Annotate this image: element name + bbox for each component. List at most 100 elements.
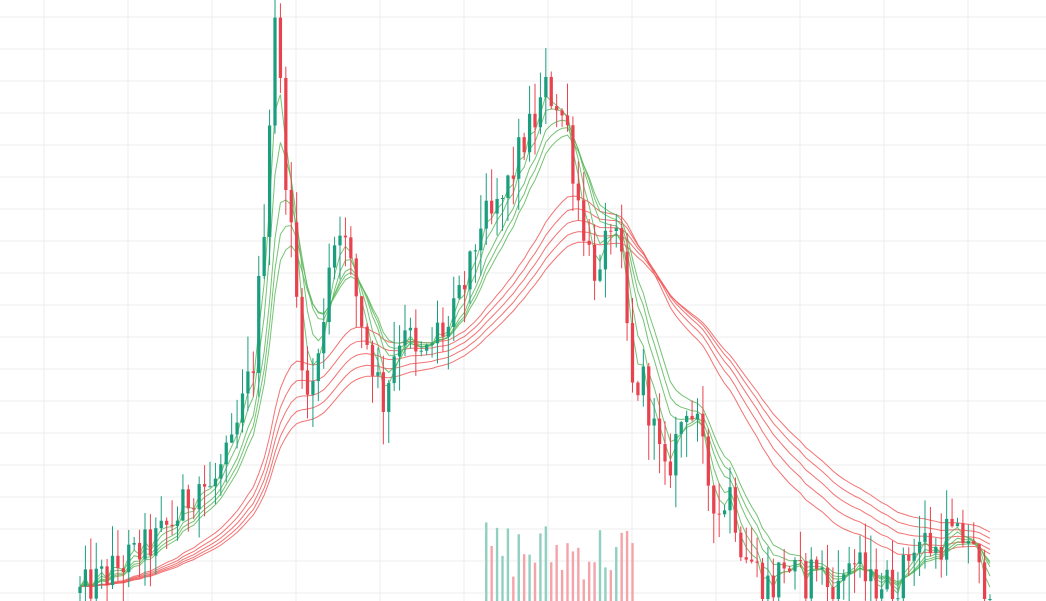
candle-body [690, 415, 694, 420]
candle-body [912, 552, 916, 561]
candle-body [928, 532, 933, 554]
candle-body [598, 269, 602, 281]
volume-bar [615, 546, 618, 601]
candle-body [901, 555, 905, 599]
candle-body [506, 175, 510, 198]
candle-body [804, 560, 808, 599]
candle-body [495, 199, 499, 214]
candle-body [349, 237, 353, 259]
candle-body [473, 250, 478, 252]
candle-body [571, 125, 575, 184]
candle-body [392, 356, 396, 384]
candle-body [230, 434, 234, 443]
candle-body [880, 589, 884, 599]
volume-bar [501, 555, 504, 601]
moving-average-short-10 [79, 127, 991, 588]
candle-body [636, 382, 640, 396]
candle-body [479, 228, 483, 251]
candle-body [527, 113, 532, 153]
candle-body [831, 587, 835, 599]
candle-body [305, 370, 310, 395]
candle-body [733, 487, 738, 533]
candle-body [468, 251, 472, 290]
candle-body [988, 598, 992, 600]
volume-bar [522, 554, 526, 601]
candle-body [609, 230, 613, 232]
candle-body [533, 113, 537, 128]
candle-body [490, 200, 494, 214]
candle-body [511, 175, 515, 179]
candle-body [430, 343, 434, 345]
candle-body [246, 371, 250, 394]
candle-body [94, 568, 98, 599]
candle-body [517, 137, 521, 179]
candle-body [739, 532, 743, 558]
candle-body [419, 350, 423, 352]
volume-bar [593, 562, 596, 601]
candle-body [544, 76, 548, 98]
volume-bar [512, 576, 515, 601]
candle-body [219, 464, 223, 479]
candle-body [582, 200, 586, 241]
candle-body [425, 344, 429, 351]
candle-body [706, 436, 710, 486]
candle-body [175, 520, 180, 527]
candle-body [311, 381, 315, 395]
volume-bar [571, 551, 575, 601]
candle-body [105, 566, 109, 586]
candle-body [663, 444, 667, 462]
candle-body [240, 393, 245, 423]
volume-bar [560, 569, 564, 601]
candle-body [137, 542, 142, 560]
candle-body [782, 562, 786, 569]
candle-body [365, 326, 369, 345]
moving-average-short-8 [79, 119, 991, 588]
candle-body [874, 569, 878, 599]
candle-body [408, 327, 413, 331]
candle-body [934, 546, 938, 554]
candle-body [766, 575, 770, 599]
candle-body [462, 285, 467, 290]
candle-body [760, 562, 765, 599]
candle-body [750, 559, 754, 562]
candle-body [213, 478, 218, 487]
volume-layer [485, 522, 634, 601]
candle-body [251, 371, 255, 374]
candle-body [100, 566, 104, 569]
volume-bar [495, 527, 499, 601]
volume-bar [598, 530, 602, 601]
volume-bar [490, 545, 493, 601]
candle-body [701, 413, 705, 437]
candle-body [945, 518, 949, 560]
candle-body [955, 523, 960, 527]
candle-body [647, 366, 651, 426]
candle-body [728, 487, 732, 511]
candle-body [939, 546, 943, 560]
candle-body [132, 542, 136, 545]
candle-body [825, 567, 830, 588]
candle-body [289, 189, 293, 223]
volume-bar [577, 547, 580, 601]
candle-body [387, 383, 391, 412]
candle-body [972, 541, 976, 545]
moving-average-long-30 [79, 195, 991, 588]
candle-body [966, 541, 970, 544]
candle-body [641, 366, 645, 396]
candle-body [354, 258, 358, 297]
candle-body [625, 251, 629, 324]
volume-bar [485, 522, 488, 601]
volume-bar [550, 562, 553, 601]
candle-body [787, 568, 792, 572]
candle-body [858, 552, 862, 565]
candle-body [755, 561, 759, 563]
candle-body [576, 183, 580, 201]
candle-body [771, 575, 775, 598]
candle-body [674, 434, 678, 476]
volume-bar [517, 534, 520, 601]
candle-body [197, 484, 201, 510]
candle-body [284, 77, 288, 190]
candle-body [208, 486, 212, 488]
candle-body [370, 344, 375, 376]
candle-body [614, 228, 618, 231]
volume-bar [528, 554, 531, 601]
